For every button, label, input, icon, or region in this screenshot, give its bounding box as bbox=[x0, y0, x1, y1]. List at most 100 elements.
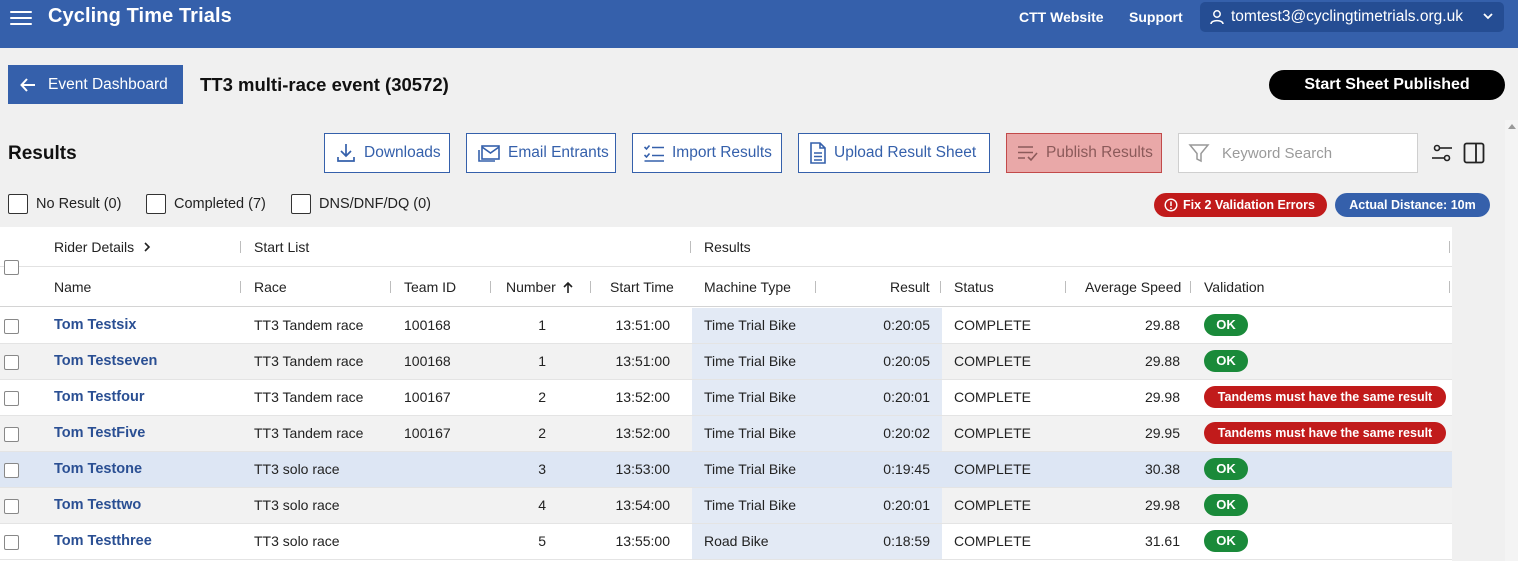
status-cell[interactable]: COMPLETE bbox=[954, 497, 1031, 513]
rider-name-link[interactable]: Tom Testtwo bbox=[54, 497, 141, 513]
col-status[interactable]: Status bbox=[954, 279, 994, 295]
status-cell[interactable]: COMPLETE bbox=[954, 389, 1031, 405]
table-row[interactable]: Tom Testseven TT3 Tandem race 100168 1 1… bbox=[0, 344, 1452, 380]
rider-name-link[interactable]: Tom Testseven bbox=[54, 353, 157, 369]
col-machine-type[interactable]: Machine Type bbox=[704, 279, 791, 295]
alert-circle-icon bbox=[1164, 198, 1178, 212]
table-row[interactable]: Tom Testthree TT3 solo race 5 13:55:00 R… bbox=[0, 524, 1452, 560]
result-cell[interactable]: 0:20:02 bbox=[856, 425, 930, 441]
validation-errors-badge[interactable]: Fix 2 Validation Errors bbox=[1154, 193, 1327, 217]
col-validation[interactable]: Validation bbox=[1204, 279, 1264, 295]
table-row-selected[interactable]: Tom Testone TT3 solo race 3 13:53:00 Tim… bbox=[0, 452, 1452, 488]
filter-dns-checkbox[interactable] bbox=[291, 194, 311, 214]
user-email: tomtest3@cyclingtimetrials.org.uk bbox=[1231, 8, 1463, 26]
result-cell[interactable]: 0:18:59 bbox=[856, 533, 930, 549]
group-rider-details[interactable]: Rider Details bbox=[54, 239, 152, 255]
result-cell[interactable]: 0:20:01 bbox=[856, 389, 930, 405]
header-separator bbox=[940, 281, 941, 293]
rider-name-link[interactable]: Tom Testsix bbox=[54, 317, 136, 333]
vertical-scrollbar[interactable] bbox=[1505, 120, 1518, 561]
row-checkbox[interactable] bbox=[4, 463, 19, 478]
col-race[interactable]: Race bbox=[254, 279, 287, 295]
rider-name-link[interactable]: Tom Testone bbox=[54, 461, 142, 477]
keyword-search-box[interactable] bbox=[1178, 133, 1418, 173]
chevron-down-icon bbox=[1482, 10, 1494, 22]
row-checkbox[interactable] bbox=[4, 391, 19, 406]
header-separator bbox=[390, 281, 391, 293]
filter-completed[interactable]: Completed (7) bbox=[146, 194, 266, 214]
scroll-up-arrow-icon[interactable] bbox=[1508, 124, 1516, 129]
nav-ctt-website[interactable]: CTT Website bbox=[1019, 9, 1104, 25]
publish-results-button[interactable]: Publish Results bbox=[1006, 133, 1162, 173]
table-row[interactable]: Tom Testsix TT3 Tandem race 100168 1 13:… bbox=[0, 308, 1452, 344]
downloads-button[interactable]: Downloads bbox=[324, 133, 450, 173]
results-heading: Results bbox=[8, 143, 77, 165]
validation-ok-badge: OK bbox=[1204, 350, 1248, 372]
results-table: Rider Details Start List Results Name Ra… bbox=[0, 227, 1452, 561]
document-icon bbox=[809, 142, 827, 164]
list-check-icon bbox=[1017, 144, 1039, 162]
machine-type-cell[interactable]: Time Trial Bike bbox=[704, 353, 796, 369]
rider-name-link[interactable]: Tom Testthree bbox=[54, 533, 152, 549]
row-checkbox[interactable] bbox=[4, 355, 19, 370]
rider-name-link[interactable]: Tom TestFive bbox=[54, 425, 145, 441]
row-checkbox[interactable] bbox=[4, 499, 19, 514]
status-cell[interactable]: COMPLETE bbox=[954, 461, 1031, 477]
header-separator bbox=[815, 281, 816, 293]
col-team-id[interactable]: Team ID bbox=[404, 279, 456, 295]
number-cell: 2 bbox=[500, 425, 546, 441]
filter-no-result[interactable]: No Result (0) bbox=[8, 194, 121, 214]
event-dashboard-button[interactable]: Event Dashboard bbox=[8, 65, 183, 104]
validation-ok-badge: OK bbox=[1204, 458, 1248, 480]
status-cell[interactable]: COMPLETE bbox=[954, 425, 1031, 441]
filter-completed-checkbox[interactable] bbox=[146, 194, 166, 214]
filter-dns-dnf-dq[interactable]: DNS/DNF/DQ (0) bbox=[291, 194, 431, 214]
user-menu-button[interactable]: tomtest3@cyclingtimetrials.org.uk bbox=[1200, 2, 1504, 32]
result-cell[interactable]: 0:20:01 bbox=[856, 497, 930, 513]
row-checkbox[interactable] bbox=[4, 535, 19, 550]
machine-type-cell[interactable]: Time Trial Bike bbox=[704, 461, 796, 477]
chevron-right-icon bbox=[142, 241, 152, 253]
machine-type-cell[interactable]: Time Trial Bike bbox=[704, 317, 796, 333]
columns-panel-icon[interactable] bbox=[1463, 142, 1485, 164]
team-id-cell: 100168 bbox=[404, 353, 451, 369]
validation-error-badge: Tandems must have the same result bbox=[1204, 422, 1446, 444]
col-start-time[interactable]: Start Time bbox=[610, 279, 674, 295]
machine-type-cell[interactable]: Time Trial Bike bbox=[704, 497, 796, 513]
machine-type-cell[interactable]: Time Trial Bike bbox=[704, 389, 796, 405]
menu-icon[interactable] bbox=[10, 8, 32, 26]
table-row[interactable]: Tom Testtwo TT3 solo race 4 13:54:00 Tim… bbox=[0, 488, 1452, 524]
col-name[interactable]: Name bbox=[54, 279, 91, 295]
col-result[interactable]: Result bbox=[890, 279, 930, 295]
keyword-search-input[interactable] bbox=[1222, 145, 1402, 162]
upload-result-sheet-button[interactable]: Upload Result Sheet bbox=[798, 133, 990, 173]
email-entrants-button[interactable]: Email Entrants bbox=[466, 133, 616, 173]
row-checkbox[interactable] bbox=[4, 319, 19, 334]
table-row[interactable]: Tom TestFive TT3 Tandem race 100167 2 13… bbox=[0, 416, 1452, 452]
result-cell[interactable]: 0:20:05 bbox=[856, 317, 930, 333]
table-row[interactable]: Tom Testfour TT3 Tandem race 100167 2 13… bbox=[0, 380, 1452, 416]
nav-support[interactable]: Support bbox=[1129, 9, 1183, 25]
email-icon bbox=[477, 143, 501, 163]
page-title: TT3 multi-race event (30572) bbox=[200, 74, 449, 96]
row-checkbox[interactable] bbox=[4, 427, 19, 442]
app-brand[interactable]: Cycling Time Trials bbox=[48, 5, 232, 28]
status-cell[interactable]: COMPLETE bbox=[954, 533, 1031, 549]
status-cell[interactable]: COMPLETE bbox=[954, 317, 1031, 333]
validation-errors-label: Fix 2 Validation Errors bbox=[1183, 198, 1315, 212]
result-cell[interactable]: 0:19:45 bbox=[856, 461, 930, 477]
start-sheet-status-badge: Start Sheet Published bbox=[1269, 70, 1505, 100]
machine-type-cell[interactable]: Time Trial Bike bbox=[704, 425, 796, 441]
average-speed-cell: 30.38 bbox=[1100, 461, 1180, 477]
import-results-button[interactable]: Import Results bbox=[632, 133, 782, 173]
col-average-speed[interactable]: Average Speed bbox=[1085, 279, 1181, 295]
machine-type-cell[interactable]: Road Bike bbox=[704, 533, 769, 549]
col-number[interactable]: Number bbox=[506, 279, 574, 295]
rider-name-link[interactable]: Tom Testfour bbox=[54, 389, 144, 405]
filter-no-result-label: No Result (0) bbox=[36, 196, 121, 212]
status-cell[interactable]: COMPLETE bbox=[954, 353, 1031, 369]
sliders-icon[interactable] bbox=[1431, 142, 1453, 164]
filter-no-result-checkbox[interactable] bbox=[8, 194, 28, 214]
result-cell[interactable]: 0:20:05 bbox=[856, 353, 930, 369]
race-cell: TT3 Tandem race bbox=[254, 389, 363, 405]
